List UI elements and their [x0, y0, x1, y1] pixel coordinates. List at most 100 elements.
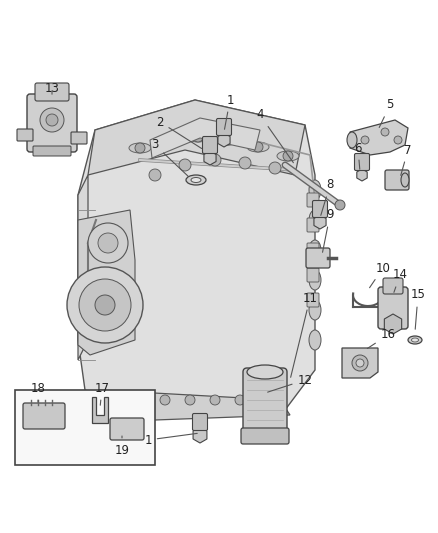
Circle shape — [223, 135, 233, 145]
FancyBboxPatch shape — [306, 248, 330, 268]
FancyBboxPatch shape — [385, 170, 409, 190]
Circle shape — [361, 136, 369, 144]
Ellipse shape — [277, 151, 299, 161]
FancyBboxPatch shape — [216, 118, 232, 135]
Polygon shape — [218, 133, 230, 147]
Ellipse shape — [157, 136, 179, 146]
Circle shape — [260, 395, 270, 405]
Text: 16: 16 — [367, 328, 396, 349]
Circle shape — [67, 267, 143, 343]
Circle shape — [185, 395, 195, 405]
Text: 15: 15 — [410, 288, 425, 329]
FancyBboxPatch shape — [378, 287, 408, 329]
Polygon shape — [88, 390, 290, 420]
Circle shape — [163, 136, 173, 146]
Polygon shape — [314, 215, 326, 229]
FancyBboxPatch shape — [17, 129, 33, 141]
Circle shape — [239, 157, 251, 169]
Ellipse shape — [187, 132, 209, 142]
FancyBboxPatch shape — [27, 94, 77, 152]
Ellipse shape — [347, 132, 357, 148]
Circle shape — [394, 136, 402, 144]
Circle shape — [193, 132, 203, 142]
Polygon shape — [193, 427, 207, 443]
Circle shape — [253, 142, 263, 152]
Ellipse shape — [401, 173, 409, 187]
Circle shape — [356, 359, 364, 367]
FancyBboxPatch shape — [312, 200, 328, 217]
FancyBboxPatch shape — [33, 146, 71, 156]
Text: 3: 3 — [151, 139, 188, 176]
FancyBboxPatch shape — [354, 154, 370, 171]
Circle shape — [283, 151, 293, 161]
Text: 1: 1 — [144, 433, 197, 447]
Polygon shape — [350, 120, 408, 155]
Ellipse shape — [186, 175, 206, 185]
Text: 17: 17 — [95, 382, 110, 405]
Polygon shape — [150, 118, 260, 158]
Text: 11: 11 — [291, 292, 318, 377]
Circle shape — [269, 162, 281, 174]
Polygon shape — [384, 314, 402, 334]
Circle shape — [79, 279, 131, 331]
Circle shape — [98, 233, 118, 253]
Text: 6: 6 — [354, 141, 362, 169]
Circle shape — [210, 395, 220, 405]
Ellipse shape — [309, 330, 321, 350]
FancyBboxPatch shape — [307, 218, 319, 232]
Circle shape — [95, 295, 115, 315]
Ellipse shape — [247, 142, 269, 152]
Text: 9: 9 — [322, 208, 334, 252]
Circle shape — [160, 395, 170, 405]
Ellipse shape — [309, 270, 321, 290]
Text: 13: 13 — [45, 82, 60, 94]
Polygon shape — [88, 100, 305, 175]
Ellipse shape — [309, 180, 321, 200]
Polygon shape — [204, 151, 216, 165]
Circle shape — [209, 154, 221, 166]
Circle shape — [335, 200, 345, 210]
FancyBboxPatch shape — [110, 418, 144, 440]
FancyBboxPatch shape — [71, 132, 87, 144]
Circle shape — [149, 169, 161, 181]
Bar — [15, 390, 155, 465]
Ellipse shape — [309, 240, 321, 260]
Polygon shape — [342, 348, 378, 378]
Polygon shape — [78, 175, 88, 360]
Ellipse shape — [191, 177, 201, 182]
FancyBboxPatch shape — [202, 136, 218, 154]
Text: 4: 4 — [256, 109, 293, 163]
Circle shape — [235, 395, 245, 405]
FancyBboxPatch shape — [307, 193, 319, 207]
Ellipse shape — [309, 300, 321, 320]
FancyBboxPatch shape — [241, 428, 289, 444]
Polygon shape — [78, 210, 135, 355]
Polygon shape — [92, 397, 108, 423]
Text: 19: 19 — [114, 436, 130, 456]
Circle shape — [135, 143, 145, 153]
FancyBboxPatch shape — [243, 368, 287, 436]
Circle shape — [88, 223, 128, 263]
Text: 7: 7 — [401, 143, 412, 175]
Ellipse shape — [129, 143, 151, 153]
Circle shape — [179, 159, 191, 171]
Text: 18: 18 — [31, 382, 46, 402]
Text: 5: 5 — [379, 99, 394, 127]
Polygon shape — [78, 100, 315, 415]
Text: 2: 2 — [156, 116, 201, 149]
Ellipse shape — [217, 135, 239, 145]
FancyBboxPatch shape — [307, 293, 319, 307]
Text: 14: 14 — [392, 269, 407, 293]
Circle shape — [352, 355, 368, 371]
Text: 12: 12 — [268, 374, 312, 392]
Circle shape — [135, 395, 145, 405]
FancyBboxPatch shape — [307, 268, 319, 282]
FancyBboxPatch shape — [23, 403, 65, 429]
Circle shape — [46, 114, 58, 126]
FancyBboxPatch shape — [307, 243, 319, 257]
Circle shape — [381, 128, 389, 136]
Text: 8: 8 — [321, 179, 334, 215]
FancyBboxPatch shape — [383, 278, 403, 294]
FancyBboxPatch shape — [35, 83, 69, 101]
Ellipse shape — [247, 365, 283, 379]
